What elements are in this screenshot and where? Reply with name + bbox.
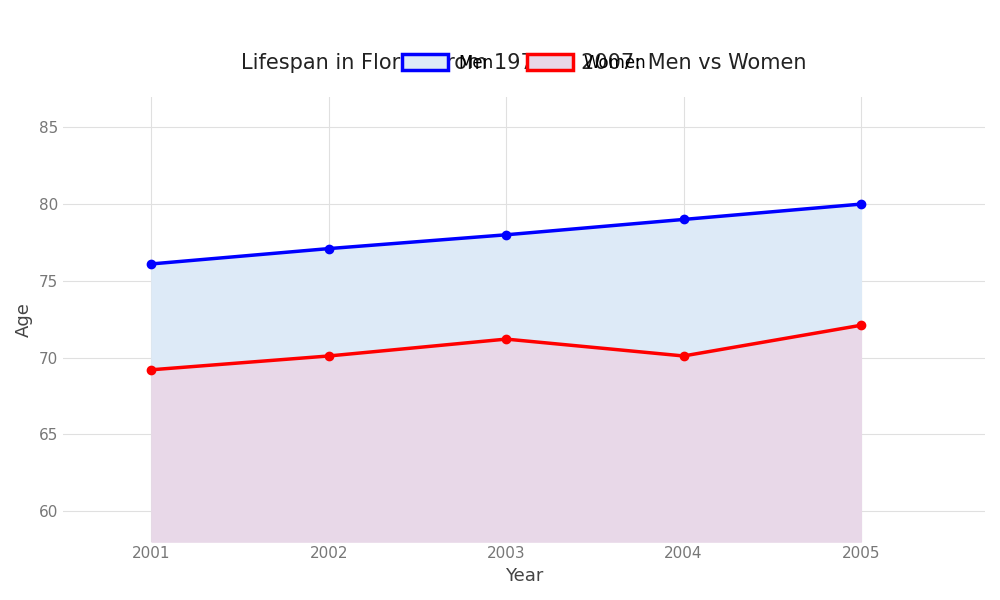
Legend: Men, Women: Men, Women bbox=[395, 47, 653, 79]
Y-axis label: Age: Age bbox=[15, 302, 33, 337]
X-axis label: Year: Year bbox=[505, 567, 543, 585]
Title: Lifespan in Florida from 1975 to 2007: Men vs Women: Lifespan in Florida from 1975 to 2007: M… bbox=[241, 53, 807, 73]
